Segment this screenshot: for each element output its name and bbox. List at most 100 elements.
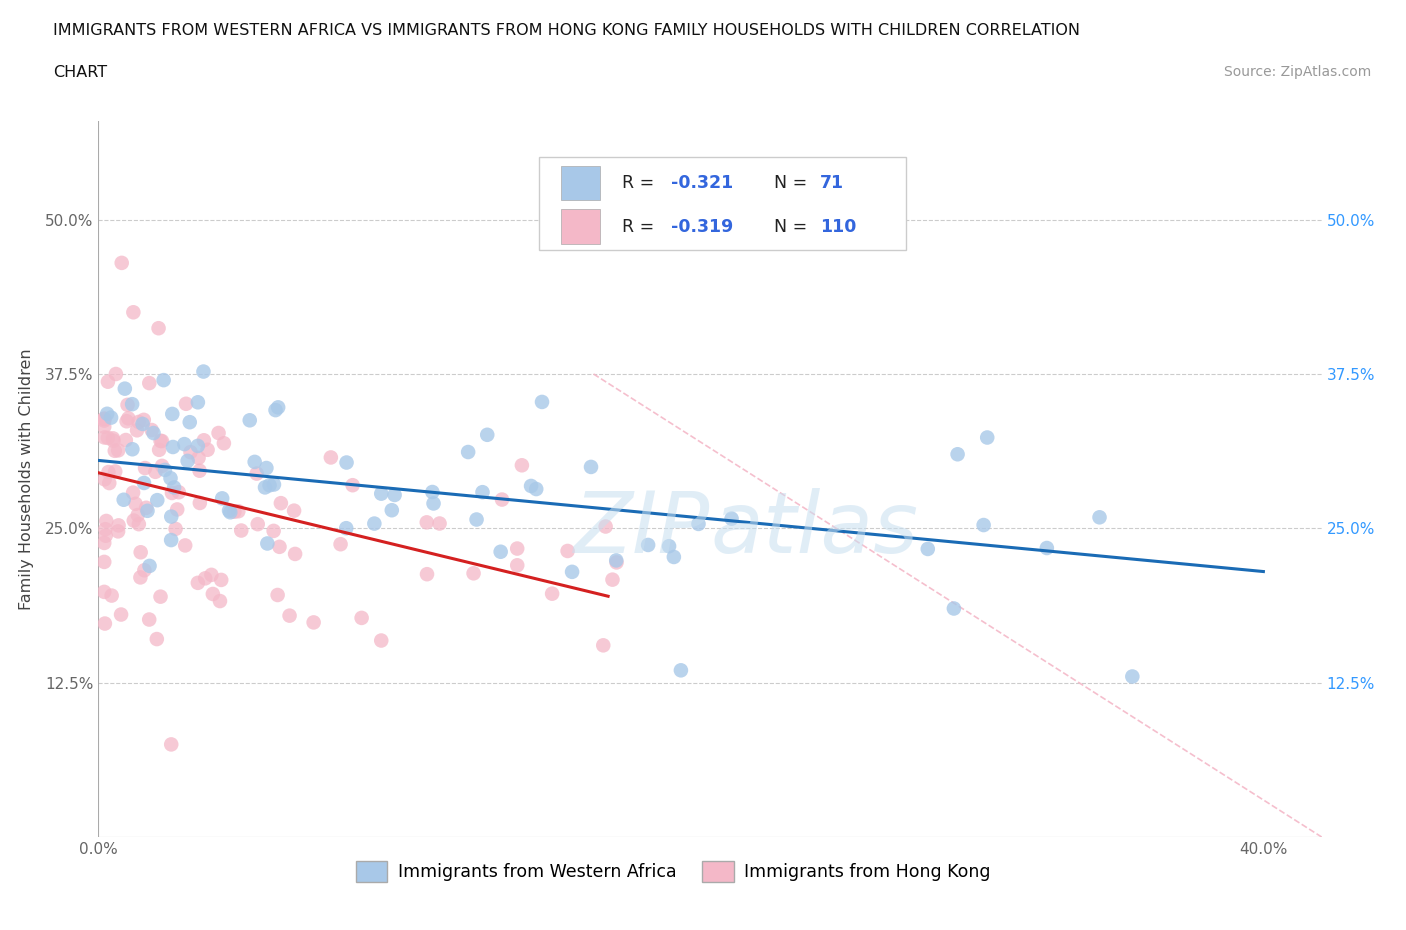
Point — [471, 485, 494, 499]
Point — [602, 572, 624, 587]
Point — [506, 558, 529, 573]
Point — [134, 460, 156, 475]
Point — [94, 522, 117, 537]
Point — [176, 454, 198, 469]
Point — [160, 737, 183, 751]
Bar — [561, 166, 600, 200]
Point — [489, 544, 512, 559]
Text: 110: 110 — [820, 218, 856, 235]
Point — [193, 365, 215, 379]
Point — [107, 443, 129, 458]
Point — [193, 432, 215, 447]
Point — [973, 518, 995, 533]
Point — [246, 466, 269, 481]
Point — [107, 518, 129, 533]
Point — [541, 586, 564, 601]
Point — [174, 538, 197, 552]
Point — [605, 553, 627, 568]
Point — [557, 543, 579, 558]
Point — [463, 565, 485, 580]
Point — [269, 539, 291, 554]
Point — [658, 538, 681, 553]
Point — [263, 524, 285, 538]
Point — [917, 541, 939, 556]
Point — [477, 428, 499, 443]
Point — [212, 436, 235, 451]
Point — [150, 433, 173, 448]
Point — [122, 485, 145, 500]
Point — [136, 503, 159, 518]
Point — [270, 496, 292, 511]
Text: -0.319: -0.319 — [671, 218, 733, 235]
Point — [457, 445, 479, 459]
Point — [246, 517, 269, 532]
Point — [239, 413, 262, 428]
Point — [93, 536, 115, 551]
Text: ZIP: ZIP — [574, 487, 710, 571]
Point — [132, 475, 155, 490]
Point — [127, 508, 149, 523]
Point — [138, 376, 160, 391]
Text: R =: R = — [621, 218, 659, 235]
Point — [637, 538, 659, 552]
Point — [129, 545, 152, 560]
Point — [224, 504, 246, 519]
Point — [104, 444, 127, 458]
Point — [302, 615, 325, 630]
Point — [152, 373, 174, 388]
Point — [243, 455, 266, 470]
Point — [207, 426, 229, 441]
Point — [153, 462, 176, 477]
Point — [231, 523, 253, 538]
Point — [131, 417, 153, 432]
Point — [115, 414, 138, 429]
Point — [416, 515, 439, 530]
Point — [128, 517, 150, 532]
Point — [187, 576, 209, 591]
Point — [101, 431, 124, 445]
Point — [592, 638, 614, 653]
Point — [187, 395, 209, 410]
Point — [531, 394, 554, 409]
Point — [146, 493, 169, 508]
Point — [160, 533, 183, 548]
Point — [579, 459, 602, 474]
Text: 71: 71 — [820, 174, 844, 192]
Text: N =: N = — [762, 174, 813, 192]
Point — [561, 565, 583, 579]
Point — [159, 471, 181, 485]
Point — [259, 478, 281, 493]
Point — [174, 396, 197, 411]
Point — [162, 406, 184, 421]
Point — [100, 410, 122, 425]
Point — [197, 443, 219, 458]
Point — [1088, 510, 1111, 525]
Point — [135, 500, 157, 515]
Point — [187, 450, 209, 465]
Point — [138, 559, 160, 574]
Point — [104, 464, 127, 479]
Point — [93, 430, 115, 445]
Point — [93, 413, 115, 428]
Point — [148, 443, 170, 458]
Point — [107, 524, 129, 538]
Point — [976, 430, 998, 445]
Point — [350, 610, 373, 625]
Point — [121, 442, 143, 457]
Point — [1121, 669, 1143, 684]
Point — [173, 437, 195, 452]
Point — [111, 256, 134, 271]
Point — [946, 446, 969, 461]
Text: N =: N = — [762, 218, 813, 235]
Point — [93, 472, 115, 486]
Point — [465, 512, 488, 527]
Point — [342, 478, 364, 493]
Point — [381, 503, 404, 518]
Point — [187, 438, 209, 453]
Point — [166, 502, 188, 517]
Point — [520, 479, 543, 494]
Point — [188, 463, 211, 478]
Point — [134, 563, 156, 578]
Point — [100, 588, 122, 603]
Point — [163, 480, 186, 495]
